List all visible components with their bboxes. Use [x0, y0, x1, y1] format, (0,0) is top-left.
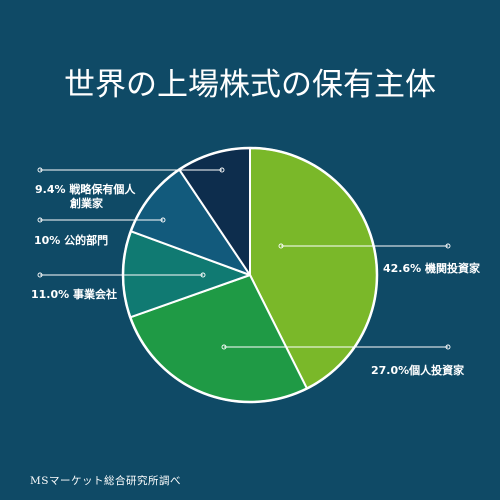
slice-label-individual: 27.0%個人投資家: [371, 363, 465, 377]
leader-founders-start-dot: [37, 167, 43, 173]
slice-label-founders-line2: 創業家: [69, 196, 104, 210]
leader-individual-end-dot: [445, 344, 451, 350]
source-note: MSマーケット総合研究所調べ: [30, 474, 181, 487]
slice-label-founders-line1: 9.4% 戦略保有個人: [35, 182, 136, 196]
leader-founders-end-dot: [219, 167, 225, 173]
leader-public-start-dot: [37, 217, 43, 223]
leader-public-end-dot: [160, 217, 166, 223]
leader-corporate-end-dot: [200, 272, 206, 278]
slice-label-institutional: 42.6% 機関投資家: [383, 261, 481, 275]
leader-institutional-start-dot: [278, 243, 284, 249]
leader-individual-start-dot: [221, 344, 227, 350]
leader-institutional-end-dot: [445, 243, 451, 249]
leader-corporate-start-dot: [37, 272, 43, 278]
pie-slices: [121, 146, 379, 404]
slice-label-corporate: 11.0% 事業会社: [31, 287, 117, 301]
chart-title: 世界の上場株式の保有主体: [64, 67, 436, 103]
label-leaders: [37, 167, 451, 350]
slice-label-public: 10% 公的部門: [34, 233, 108, 247]
